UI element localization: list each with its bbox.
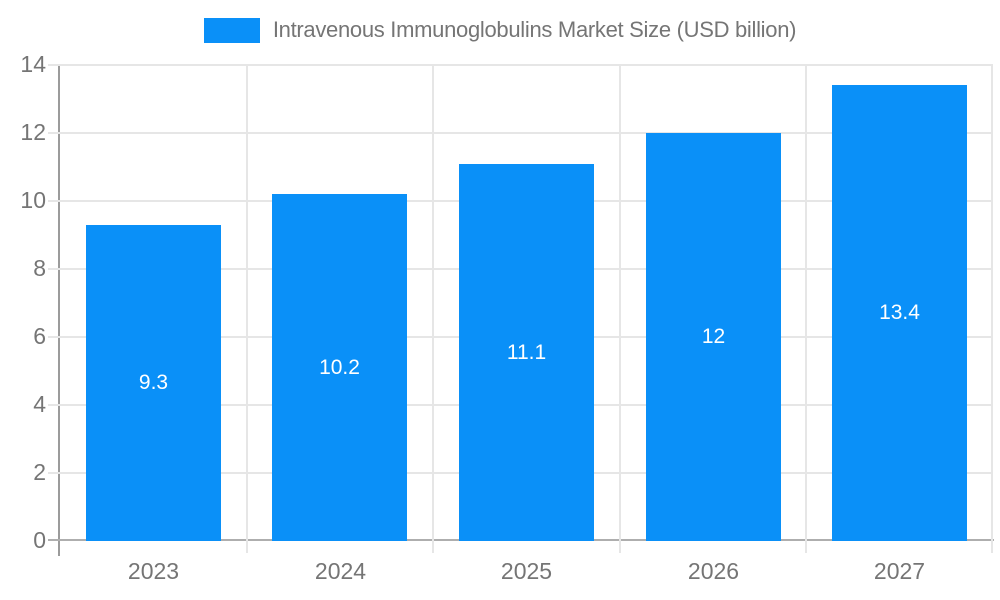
y-axis-label: 4 [33, 390, 46, 417]
plot-area: 9.3 10.2 11.1 12 13.4 [48, 64, 993, 553]
x-axis-label-2026: 2026 [687, 558, 740, 584]
bar-value-label: 9.3 [138, 371, 169, 394]
gridline-x-boundary [805, 65, 807, 553]
x-axis: 2023 2024 2025 2026 2027 [60, 558, 993, 592]
y-axis-label: 0 [33, 526, 46, 553]
gridline-x-boundary [246, 65, 248, 553]
x-axis-label-2023: 2023 [127, 558, 180, 584]
y-axis-label: 12 [20, 118, 46, 145]
bar-2026[interactable]: 12 [646, 133, 781, 541]
y-axis-line [58, 65, 60, 556]
x-axis-label-2025: 2025 [500, 558, 553, 584]
y-tick-mark [48, 472, 60, 474]
y-axis-label: 10 [20, 186, 46, 213]
y-tick-mark [48, 132, 60, 134]
y-axis-label: 6 [33, 322, 46, 349]
plot-right-border [991, 65, 993, 553]
gridline-x-boundary [619, 65, 621, 553]
y-tick-mark [48, 200, 60, 202]
legend-label: Intravenous Immunoglobulins Market Size … [272, 17, 797, 42]
bar-value-label: 11.1 [506, 340, 547, 364]
gridline-y-12 [60, 132, 993, 134]
y-axis-label: 8 [33, 254, 46, 281]
gridline-y-14 [60, 64, 993, 66]
bar-2027[interactable]: 13.4 [832, 85, 967, 541]
y-tick-mark [48, 64, 60, 66]
y-axis-label: 14 [20, 50, 46, 77]
gridline-x-boundary [432, 65, 434, 553]
legend-swatch [203, 17, 260, 43]
legend: Intravenous Immunoglobulins Market Size … [0, 17, 1000, 43]
bar-2024[interactable]: 10.2 [272, 194, 407, 541]
bar-2025[interactable]: 11.1 [459, 164, 594, 541]
y-tick-mark [48, 336, 60, 338]
y-tick-mark [48, 268, 60, 270]
x-axis-label-2027: 2027 [873, 558, 926, 584]
bar-2023[interactable]: 9.3 [86, 225, 221, 541]
y-axis: 0 2 4 6 8 10 12 14 [0, 51, 46, 553]
bar-value-label: 13.4 [879, 301, 920, 324]
y-tick-mark [48, 404, 60, 406]
bar-value-label: 10.2 [319, 355, 360, 379]
x-axis-label-2024: 2024 [314, 558, 367, 584]
bar-value-label: 12 [701, 325, 726, 348]
y-axis-label: 2 [33, 458, 46, 485]
